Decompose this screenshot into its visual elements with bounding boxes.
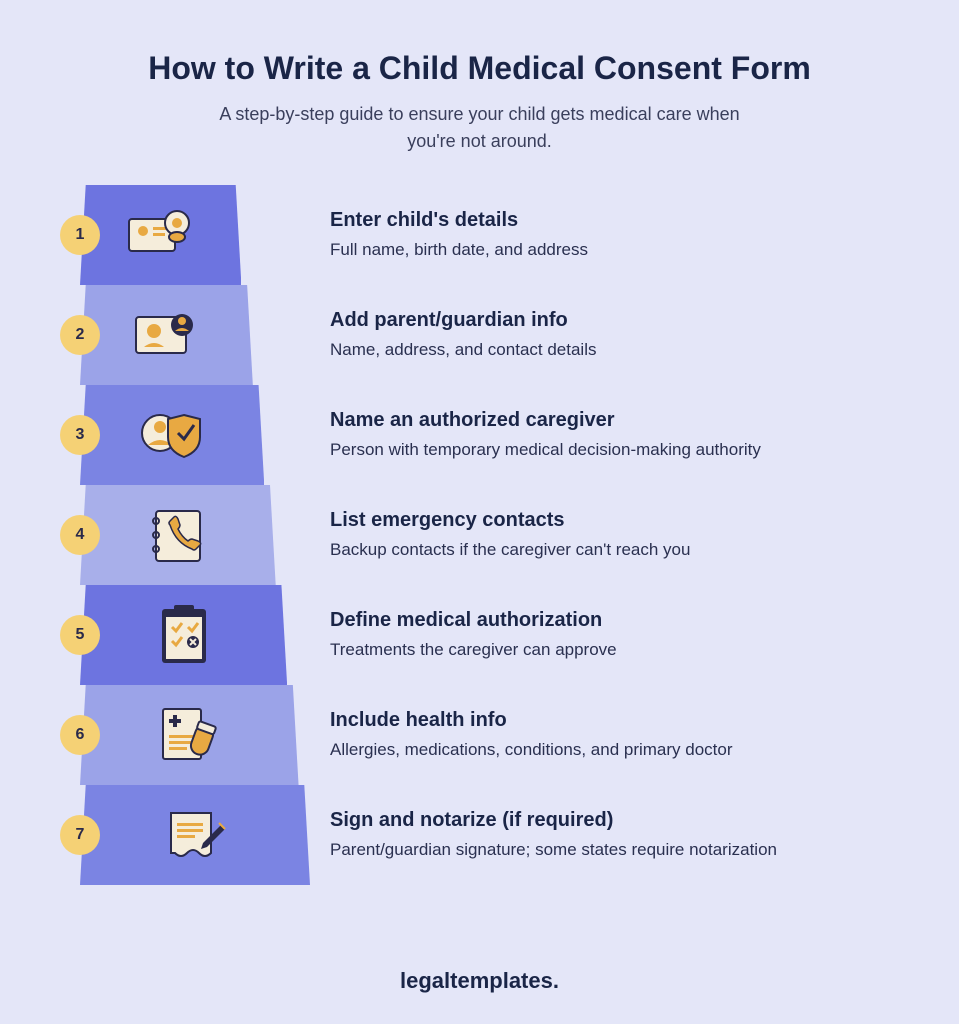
step-text: Sign and notarize (if required) Parent/gu… <box>330 809 899 862</box>
page-title: How to Write a Child Medical Consent For… <box>60 50 899 87</box>
step-title: Name an authorized caregiver <box>330 409 899 432</box>
step-text: Name an authorized caregiver Person with … <box>330 409 899 462</box>
step-number-badge: 2 <box>60 315 100 355</box>
step-title: Add parent/guardian info <box>330 309 899 332</box>
step-description: Full name, birth date, and address <box>330 238 899 262</box>
footer-brand: legaltemplates. <box>60 968 899 994</box>
step-title: Enter child's details <box>330 209 899 232</box>
page-subtitle: A step-by-step guide to ensure your chil… <box>200 101 760 155</box>
step-number-badge: 6 <box>60 715 100 755</box>
step-row: 4 List emergency contacts Backup contacts … <box>60 485 899 585</box>
step-number-badge: 3 <box>60 415 100 455</box>
step-title: List emergency contacts <box>330 509 899 532</box>
step-text: Add parent/guardian info Name, address, a… <box>330 309 899 362</box>
step-row: 6 Include health info Allergies, medicati… <box>60 685 899 785</box>
steps-list: 1 Enter child's details Full name, birth d… <box>60 185 899 948</box>
step-description: Name, address, and contact details <box>330 338 899 362</box>
step-text: Enter child's details Full name, birth da… <box>330 209 899 262</box>
header: How to Write a Child Medical Consent For… <box>60 50 899 155</box>
step-text: Define medical authorization Treatments t… <box>330 609 899 662</box>
step-description: Backup contacts if the caregiver can't r… <box>330 538 899 562</box>
step-title: Sign and notarize (if required) <box>330 809 899 832</box>
sign-pen-icon <box>155 795 235 875</box>
step-title: Include health info <box>330 709 899 732</box>
step-row: 7 Sign and notarize (if required) Parent/g… <box>60 785 899 885</box>
shield-person-icon <box>132 395 212 475</box>
medical-doc-icon <box>149 695 229 775</box>
step-title: Define medical authorization <box>330 609 899 632</box>
step-text: List emergency contacts Backup contacts i… <box>330 509 899 562</box>
step-description: Person with temporary medical decision-m… <box>330 438 899 462</box>
phone-book-icon <box>138 495 218 575</box>
step-number-badge: 5 <box>60 615 100 655</box>
step-number-badge: 7 <box>60 815 100 855</box>
step-number-badge: 1 <box>60 215 100 255</box>
id-pacifier-icon <box>121 195 201 275</box>
step-description: Treatments the caregiver can approve <box>330 638 899 662</box>
step-number-badge: 4 <box>60 515 100 555</box>
people-card-icon <box>126 295 206 375</box>
step-text: Include health info Allergies, medication… <box>330 709 899 762</box>
step-row: 3 Name an authorized caregiver Person with… <box>60 385 899 485</box>
step-description: Parent/guardian signature; some states r… <box>330 838 899 862</box>
clipboard-check-icon <box>144 595 224 675</box>
step-row: 5 Define medical authorization Treatments … <box>60 585 899 685</box>
step-description: Allergies, medications, conditions, and … <box>330 738 899 762</box>
step-row: 1 Enter child's details Full name, birth d… <box>60 185 899 285</box>
step-row: 2 Add parent/guardian info Name, address, … <box>60 285 899 385</box>
